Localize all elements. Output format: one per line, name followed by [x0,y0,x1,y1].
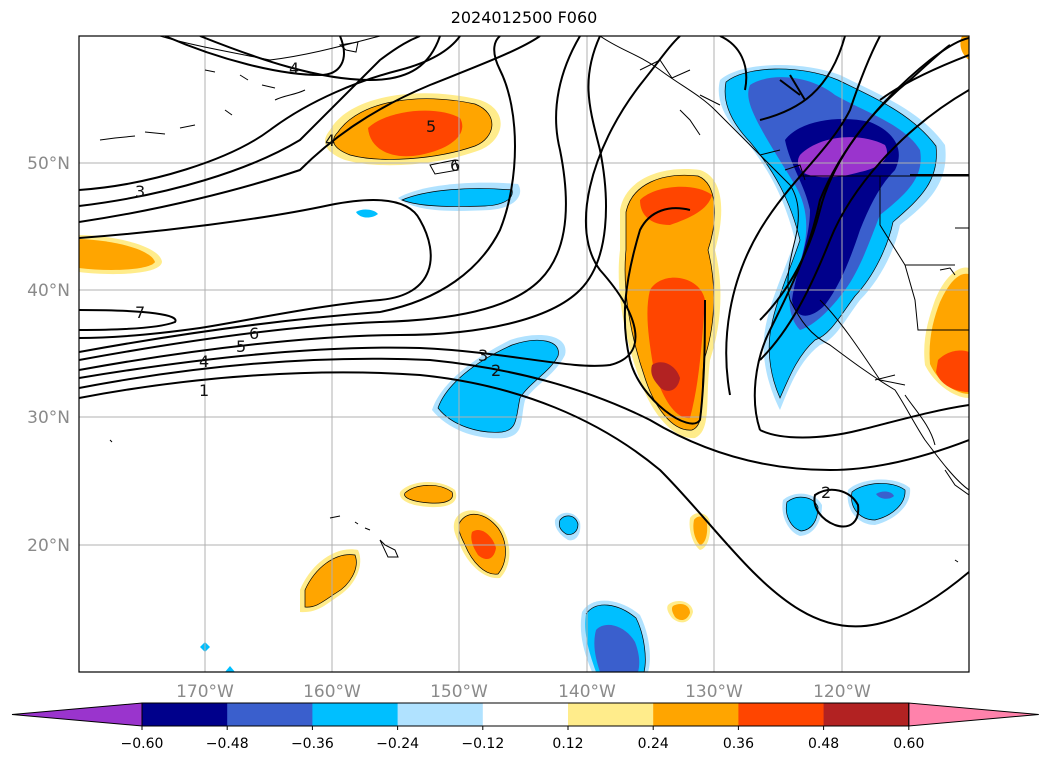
contour-label-5: 5 [236,337,246,356]
contour-trough-b [79,36,541,223]
colorbar-tick-label: −0.48 [206,736,249,752]
lon-label-160w: 160°W [303,682,361,702]
contour-label-3b: 3 [478,346,488,365]
contour-label-4: 4 [199,352,209,371]
contour-2 [79,357,969,472]
contour-label-5b: 5 [426,117,436,136]
contour-trough-a [79,199,432,339]
colorbar-bin [227,703,313,726]
contour-label-6b: 6 [249,324,259,343]
colorbar-tick-label: −0.36 [291,736,334,752]
contour-labels: 1 2 3 4 5 6 7 4 5 3 2 6 4 [135,59,831,502]
lat-label-30n: 30°N [27,408,70,428]
colorbar-extend-max [908,702,1039,727]
contour-7 [79,309,177,331]
colorbar-bin [568,703,654,726]
contour-3 [79,36,681,379]
contour-northeast [879,54,969,101]
contour-low-center [779,74,806,101]
colorbar-tick-label: 0.36 [723,736,754,752]
contour-label-2b: 2 [821,483,831,502]
contour-6 [79,36,516,353]
contour-center-closed [623,207,706,425]
contour-label-2: 2 [491,361,501,380]
colorbar-tick-label: −0.24 [376,736,419,752]
shade-outlines [304,68,937,672]
lon-label-130w: 130°W [685,682,743,702]
map-title: 2024012500 F060 [450,8,598,27]
contour-trough-c [79,36,421,207]
colorbar-bin [142,703,228,726]
contour-ridge-east-b [753,37,969,439]
lon-label-170w: 170°W [176,682,234,702]
colorbar-extend-min [11,702,143,727]
contour-label-7: 7 [135,303,145,322]
contour-5 [79,36,581,361]
coastlines [99,36,969,563]
colorbar-bin [312,703,399,726]
colorbar-tick-label: 0.48 [808,736,839,752]
contour-north [719,36,846,121]
colorbar-tick-label: −0.12 [461,736,504,752]
colorbar-tick-label: 0.24 [638,736,669,752]
longitude-labels: 170°W 160°W 150°W 140°W 130°W 120°W [176,682,871,702]
map-frame [78,35,970,673]
contour-label-4c: 4 [325,131,335,150]
lat-label-40n: 40°N [27,281,70,301]
colorbar-tick-label: −0.60 [121,736,164,752]
colorbar-outline [141,702,910,727]
contour-trough-f [164,36,345,77]
colorbar-tick-label: 0.12 [552,736,583,752]
colorbar: −0.60 −0.48 −0.36 −0.24 −0.12 0.12 0.24 0.36 0.4… [11,702,1039,752]
contour-trough-e [199,36,441,82]
contour-lines [79,36,969,628]
contour-label-4b: 4 [289,59,299,78]
colorbar-bin [482,703,569,726]
colorbar-tick-label: 0.60 [893,736,924,752]
colorbar-bin [653,703,739,726]
contour-ridge-east [725,36,881,396]
contour-1 [79,371,969,628]
contour-small-closed [813,488,860,528]
colorbar-bin [823,703,910,726]
contour-label-3: 3 [135,182,145,201]
colorbar-bin [738,703,825,726]
colorbar-bin [397,703,484,726]
latitude-labels: 50°N 40°N 30°N 20°N [27,154,70,556]
contour-label-1: 1 [199,381,209,400]
lon-label-150w: 150°W [430,682,488,702]
lat-label-20n: 20°N [27,536,70,556]
contour-ridge-east-d [759,44,951,321]
contour-label-6: 6 [450,156,460,175]
lat-label-50n: 50°N [27,154,70,174]
contour-4 [79,36,607,371]
lon-label-120w: 120°W [813,682,871,702]
contour-ridge-east-c [759,89,969,361]
lon-label-140w: 140°W [558,682,616,702]
